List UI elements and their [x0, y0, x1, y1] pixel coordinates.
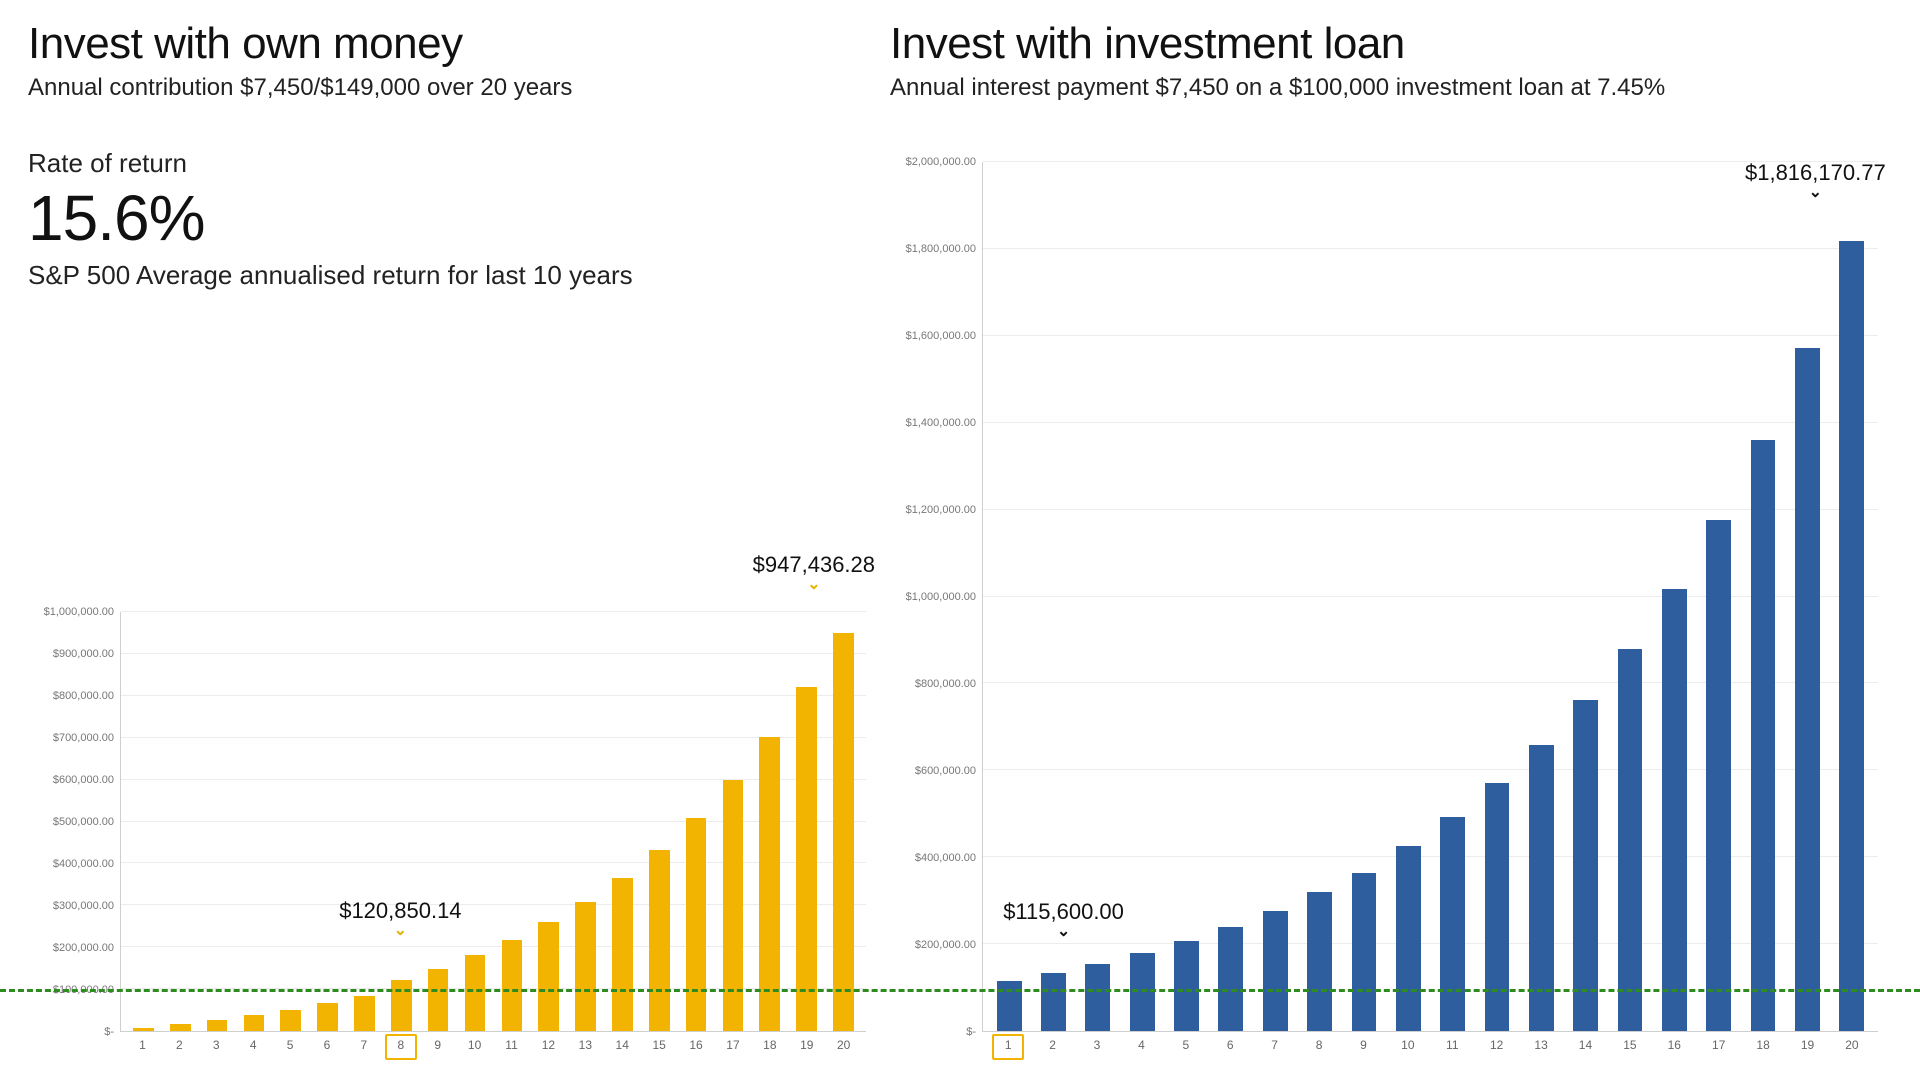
x-tick: 14 [604, 1038, 641, 1052]
y-tick-label: $1,600,000.00 [906, 330, 976, 342]
y-tick-label: $700,000.00 [53, 732, 114, 744]
y-axis: $-$200,000.00$400,000.00$600,000.00$800,… [890, 162, 982, 1032]
callout-label: $115,600.00⌄ [1003, 899, 1124, 937]
x-tick: 9 [419, 1038, 456, 1052]
x-tick: 13 [567, 1038, 604, 1052]
y-tick-label: $500,000.00 [53, 816, 114, 828]
y-tick-label: $200,000.00 [915, 939, 976, 951]
x-tick: 19 [788, 1038, 825, 1052]
x-tick: 4 [1119, 1038, 1163, 1052]
y-tick-label: $900,000.00 [53, 648, 114, 660]
chart-loan-wrapper: $- $200,000.00 $400,000.00 $600,000.00 $800,… [890, 120, 1878, 1052]
x-tick: 8 [1297, 1038, 1341, 1052]
callout-label: $947,436.28⌄ [753, 552, 875, 590]
callout-label: $120,850.14⌄ [339, 898, 461, 936]
x-tick: 5 [1164, 1038, 1208, 1052]
x-tick: 11 [1430, 1038, 1474, 1052]
chart-own-money-wrapper: $- $100,000.00 $200,000.00 $300,000.00 $400,… [28, 292, 866, 1052]
x-tick: 3 [1075, 1038, 1119, 1052]
y-tick-label: $- [104, 1026, 114, 1038]
page: Invest with own money Annual contributio… [0, 0, 1920, 1080]
y-tick-label: $200,000.00 [53, 942, 114, 954]
x-tick: 18 [751, 1038, 788, 1052]
x-tick: 8 [382, 1038, 419, 1052]
x-tick: 1 [124, 1038, 161, 1052]
ror-label: Rate of return [28, 148, 866, 179]
y-tick-label: $- [966, 1026, 976, 1038]
panel-own-money: Invest with own money Annual contributio… [28, 20, 878, 1052]
panel-investment-loan: Invest with investment loan Annual inter… [878, 20, 1878, 1052]
x-tick: 17 [715, 1038, 752, 1052]
x-tick: 18 [1741, 1038, 1785, 1052]
y-tick-label: $1,800,000.00 [906, 243, 976, 255]
callout-label: $1,816,170.77⌄ [1745, 160, 1886, 198]
y-tick-label: $100,000.00 [53, 984, 114, 996]
callouts-layer: $120,850.14⌄$947,436.28⌄ [121, 612, 866, 1031]
plot-area: $120,850.14⌄$947,436.28⌄ [120, 612, 866, 1032]
x-tick: 13 [1519, 1038, 1563, 1052]
x-tick: 16 [1652, 1038, 1696, 1052]
x-tick: 11 [493, 1038, 530, 1052]
x-tick: 17 [1697, 1038, 1741, 1052]
x-tick: 4 [235, 1038, 272, 1052]
x-tick: 9 [1341, 1038, 1385, 1052]
y-tick-label: $600,000.00 [53, 774, 114, 786]
x-axis-own-money: 1234567891011121314151617181920 [120, 1032, 866, 1052]
y-tick-label: $1,200,000.00 [906, 504, 976, 516]
x-tick: 1 [986, 1038, 1030, 1052]
y-tick-label: $400,000.00 [915, 852, 976, 864]
y-axis: $-$100,000.00$200,000.00$300,000.00$400,… [28, 612, 120, 1032]
title-own-money: Invest with own money [28, 20, 866, 68]
x-axis-investment-loan: 1234567891011121314151617181920 [982, 1032, 1878, 1052]
ror-value: 15.6% [28, 181, 866, 255]
x-tick: 14 [1563, 1038, 1607, 1052]
y-tick-label: $400,000.00 [53, 858, 114, 870]
callouts-layer: $115,600.00⌄$1,816,170.77⌄ [983, 162, 1878, 1031]
x-tick: 19 [1785, 1038, 1829, 1052]
y-tick-label: $1,000,000.00 [44, 606, 114, 618]
x-tick: 15 [641, 1038, 678, 1052]
x-tick: 12 [530, 1038, 567, 1052]
chart-investment-loan: $-$200,000.00$400,000.00$600,000.00$800,… [890, 162, 1878, 1032]
rate-of-return-block: Rate of return 15.6% S&P 500 Average ann… [28, 148, 866, 292]
x-tick: 15 [1608, 1038, 1652, 1052]
chart-own-money: $-$100,000.00$200,000.00$300,000.00$400,… [28, 612, 866, 1032]
x-tick: 7 [1252, 1038, 1296, 1052]
x-tick: 2 [161, 1038, 198, 1052]
x-tick: 10 [1386, 1038, 1430, 1052]
x-tick: 5 [272, 1038, 309, 1052]
x-tick: 16 [678, 1038, 715, 1052]
y-tick-label: $600,000.00 [915, 765, 976, 777]
title-investment-loan: Invest with investment loan [890, 20, 1878, 68]
y-tick-label: $800,000.00 [53, 690, 114, 702]
x-tick: 6 [309, 1038, 346, 1052]
y-tick-label: $800,000.00 [915, 678, 976, 690]
subtitle-own-money: Annual contribution $7,450/$149,000 over… [28, 74, 866, 102]
x-tick: 12 [1474, 1038, 1518, 1052]
x-tick: 20 [825, 1038, 862, 1052]
x-tick: 20 [1830, 1038, 1874, 1052]
y-tick-label: $1,400,000.00 [906, 417, 976, 429]
x-tick: 6 [1208, 1038, 1252, 1052]
x-tick: 2 [1030, 1038, 1074, 1052]
x-tick: 3 [198, 1038, 235, 1052]
y-tick-label: $300,000.00 [53, 900, 114, 912]
x-tick: 7 [345, 1038, 382, 1052]
y-tick-label: $2,000,000.00 [906, 156, 976, 168]
x-tick: 10 [456, 1038, 493, 1052]
plot-area: $115,600.00⌄$1,816,170.77⌄ [982, 162, 1878, 1032]
ror-description: S&P 500 Average annualised return for la… [28, 259, 866, 292]
subtitle-investment-loan: Annual interest payment $7,450 on a $100… [890, 74, 1878, 102]
y-tick-label: $1,000,000.00 [906, 591, 976, 603]
